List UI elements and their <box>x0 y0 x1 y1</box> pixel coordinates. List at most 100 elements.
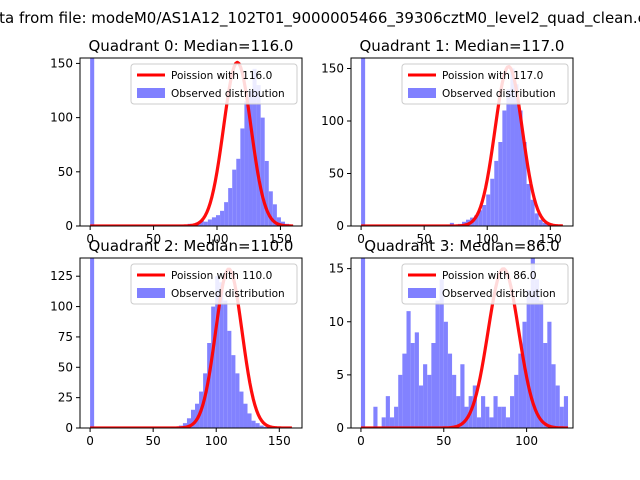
x-tick-label: 100 <box>476 232 499 246</box>
legend-hist-swatch <box>137 88 165 98</box>
histogram-bar <box>263 426 268 428</box>
subplot-title: Quadrant 2: Median=110.0 <box>89 237 294 255</box>
legend-label-observed: Observed distribution <box>171 288 285 300</box>
histogram-bar <box>219 282 224 428</box>
histogram-bar <box>493 396 498 428</box>
subplot-title: Quadrant 1: Median=117.0 <box>360 37 565 55</box>
legend-hist-swatch <box>408 288 436 298</box>
histogram-bar <box>373 406 378 428</box>
histogram-bar <box>360 258 366 428</box>
y-tick-label: 25 <box>58 391 73 405</box>
histogram-bar <box>543 343 548 428</box>
histogram-bar <box>456 396 461 428</box>
histogram-bar <box>534 279 540 428</box>
histogram-bar <box>485 406 490 428</box>
y-tick-label: 50 <box>329 167 344 181</box>
legend-label-observed: Observed distribution <box>171 88 285 100</box>
histogram-bar <box>389 417 395 428</box>
histogram-bar <box>490 178 495 226</box>
poisson-curve <box>90 267 292 428</box>
x-tick-label: 100 <box>515 434 538 448</box>
histogram-bar <box>90 258 95 428</box>
histogram-bar <box>494 160 499 226</box>
histogram-bar <box>497 406 502 428</box>
histogram-bar <box>510 396 515 428</box>
histogram-bar <box>247 413 252 428</box>
histogram-bar <box>268 191 273 226</box>
histogram-bar <box>228 188 233 226</box>
y-tick-label: 100 <box>50 111 73 125</box>
histogram-bar <box>239 391 244 428</box>
y-tick-label: 150 <box>50 56 73 70</box>
legend-label-poisson: Poission with 86.0 <box>442 270 537 282</box>
histogram-bar <box>514 84 519 226</box>
x-tick-label: 150 <box>269 232 292 246</box>
y-tick-label: 0 <box>65 421 73 435</box>
histogram-bar <box>539 300 544 428</box>
legend-hist-swatch <box>137 288 165 298</box>
x-tick-label: 0 <box>86 232 94 246</box>
histogram-bar <box>547 321 552 428</box>
histogram-bar <box>232 169 237 226</box>
poisson-curve <box>90 60 294 226</box>
y-tick-label: 100 <box>50 300 73 314</box>
histogram-bar <box>220 210 225 226</box>
histogram-bar <box>452 374 457 428</box>
y-tick-label: 150 <box>321 62 344 76</box>
x-tick-label: 100 <box>206 232 229 246</box>
histogram-bar <box>506 89 511 226</box>
histogram-bar <box>90 58 95 226</box>
histogram-bar <box>236 158 241 226</box>
y-tick-label: 15 <box>329 262 344 276</box>
legend: Poission with 110.0 Observed distribution <box>130 263 298 305</box>
histogram-bar <box>489 417 494 428</box>
histogram-bar <box>199 220 204 226</box>
histogram-bar <box>418 385 424 428</box>
histogram-bar <box>502 110 507 226</box>
histogram-bar <box>563 396 569 428</box>
x-tick-label: 50 <box>417 232 432 246</box>
histogram-bar <box>476 417 482 428</box>
histogram-bar <box>410 343 415 428</box>
histogram-bar <box>243 403 248 428</box>
histogram-bar <box>460 364 465 428</box>
legend-label-poisson: Poission with 116.0 <box>171 70 272 82</box>
subplot-quadrant-0: 0 50 100 150 0 50 100 150 Poission with 116.0 Obs… <box>50 37 303 246</box>
legend: Poission with 117.0 Observed distribution <box>401 63 569 105</box>
histogram-bar <box>414 332 419 428</box>
histogram-bar <box>272 204 277 226</box>
histogram-bar <box>215 276 220 428</box>
histogram-bar <box>231 355 236 428</box>
axes-frame <box>79 257 303 429</box>
x-tick-label: 0 <box>357 434 365 448</box>
legend-box <box>130 263 298 305</box>
histogram-bar <box>435 300 440 428</box>
histogram-bar <box>514 374 519 428</box>
y-tick-label: 0 <box>336 421 344 435</box>
histogram-bar <box>227 330 232 428</box>
histogram-bar <box>538 219 543 226</box>
histogram-bar <box>481 396 486 428</box>
legend: Poission with 116.0 Observed distribution <box>130 63 298 105</box>
histogram-bar <box>223 300 228 428</box>
y-tick-label: 100 <box>321 114 344 128</box>
histogram-bar <box>478 210 483 226</box>
subplot-title: Quadrant 3: Median=86.0 <box>364 237 559 255</box>
histogram-bar <box>482 205 487 226</box>
legend-hist-swatch <box>408 88 436 98</box>
y-tick-label: 75 <box>58 330 73 344</box>
histogram-bar <box>211 306 216 428</box>
histogram-bar <box>182 423 187 428</box>
axes-frame <box>350 257 574 429</box>
histogram-bar <box>207 343 212 428</box>
histogram-bar <box>191 409 196 428</box>
histogram-bar <box>501 406 506 428</box>
histogram-bar <box>235 373 240 428</box>
plot-area <box>360 258 569 428</box>
histogram-bar <box>256 85 261 226</box>
histogram-bar <box>542 222 547 226</box>
histogram-bar <box>439 279 444 428</box>
histogram-bar <box>406 311 411 428</box>
plot-area <box>90 258 292 428</box>
histogram-bar <box>255 423 260 428</box>
